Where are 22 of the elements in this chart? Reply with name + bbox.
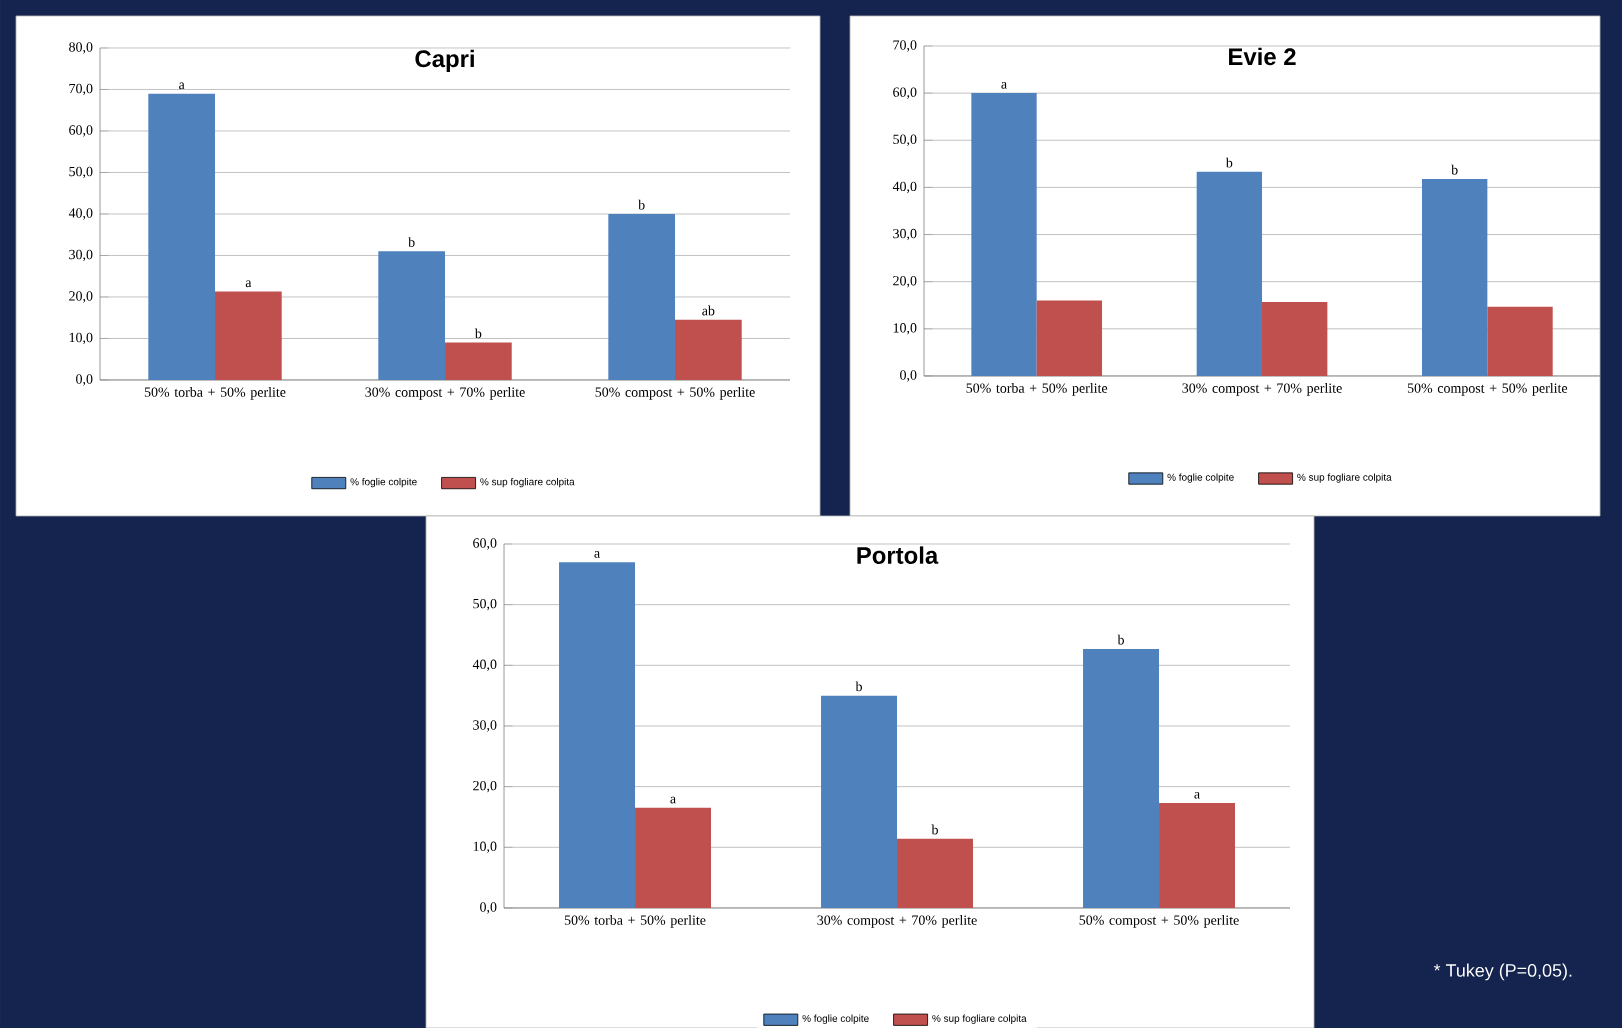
bar	[559, 562, 636, 908]
bar	[675, 319, 742, 380]
bar	[1422, 178, 1488, 376]
bar	[1262, 301, 1328, 376]
bar	[215, 291, 282, 380]
bar	[445, 342, 512, 380]
bar	[1196, 171, 1263, 376]
bar	[821, 695, 898, 908]
bar	[608, 213, 676, 380]
bar	[1036, 300, 1103, 376]
bar	[1487, 306, 1553, 376]
bar	[971, 93, 1037, 376]
bar	[378, 251, 446, 380]
chart-title: Portola	[857, 546, 939, 564]
chart-title: Capri	[415, 49, 474, 72]
bar	[1083, 648, 1160, 908]
bar	[1159, 803, 1235, 908]
chart-title: Evie 2	[1229, 47, 1296, 66]
bar	[148, 93, 216, 380]
text: * Tukey (P=0,05).	[1433, 963, 1572, 981]
bar	[635, 807, 711, 908]
bar	[897, 838, 973, 908]
